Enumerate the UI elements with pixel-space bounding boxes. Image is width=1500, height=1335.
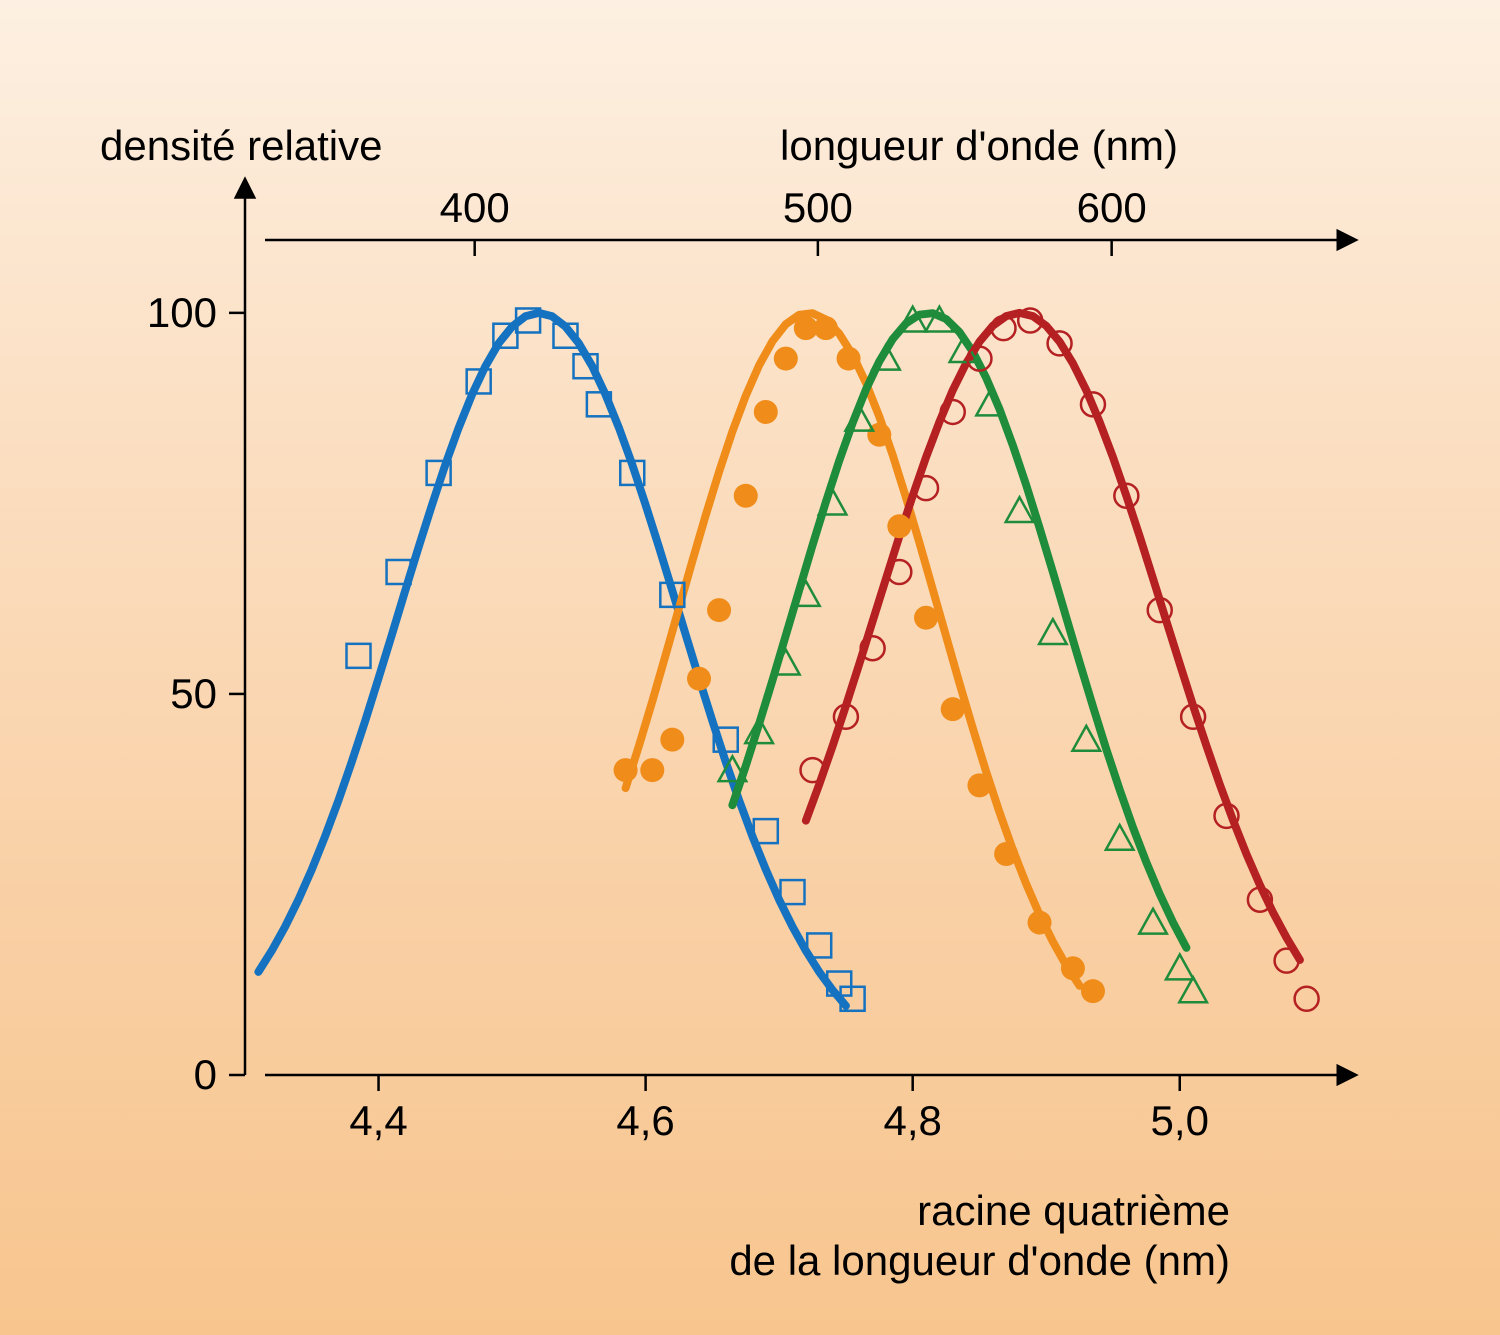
x-tick-label: 4,8 bbox=[883, 1097, 941, 1144]
top-tick-label: 500 bbox=[783, 184, 853, 231]
y-tick-label: 0 bbox=[194, 1051, 217, 1098]
x-axis-title-line-2: de la longueur d'onde (nm) bbox=[729, 1237, 1230, 1284]
y-tick-label: 100 bbox=[147, 289, 217, 336]
y-axis-title: densité relative bbox=[100, 122, 383, 169]
top-tick-label: 600 bbox=[1077, 184, 1147, 231]
x-tick-label: 5,0 bbox=[1151, 1097, 1209, 1144]
top-tick-label: 400 bbox=[440, 184, 510, 231]
x-tick-label: 4,6 bbox=[616, 1097, 674, 1144]
y-tick-label: 50 bbox=[170, 670, 217, 717]
top-axis-title: longueur d'onde (nm) bbox=[780, 122, 1178, 169]
series-curve-green bbox=[732, 313, 1186, 948]
x-tick-label: 4,4 bbox=[349, 1097, 407, 1144]
x-axis-title-line-1: racine quatrième bbox=[917, 1187, 1230, 1234]
spectral-chart: densité relative longueur d'onde (nm) raci… bbox=[0, 0, 1500, 1335]
